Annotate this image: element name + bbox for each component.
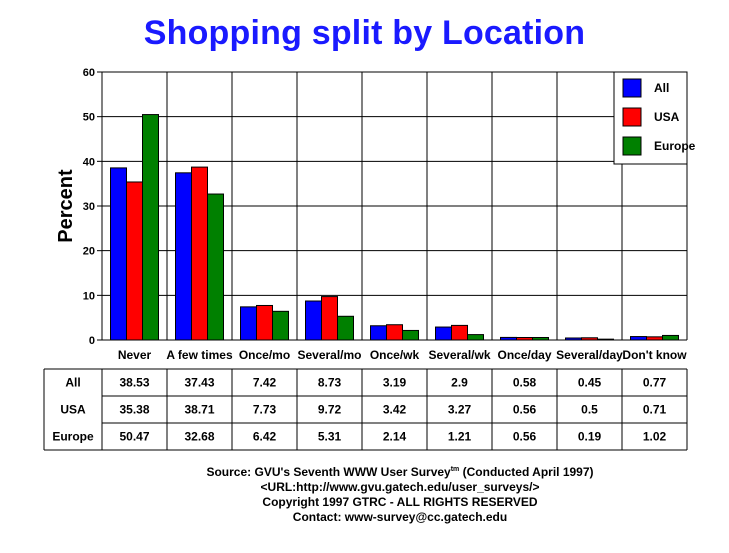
y-tick-label: 0 [89, 335, 95, 347]
table-row-label: Europe [52, 430, 94, 444]
bar-all [110, 167, 127, 341]
table-cell: 7.73 [253, 403, 277, 417]
table-cell: 38.71 [184, 403, 214, 417]
category-label: Several/mo [297, 348, 361, 362]
category-label: A few times [166, 348, 233, 362]
table-cell: 0.71 [643, 403, 667, 417]
table-cell: 1.21 [448, 430, 472, 444]
footer-contact: Contact: www-survey@cc.gatech.edu [292, 510, 508, 524]
bar-europe [532, 336, 549, 341]
legend-swatch-all [622, 78, 642, 98]
table-cell: 38.53 [119, 376, 149, 390]
table-row-label: All [65, 376, 80, 390]
legend-label: All [654, 81, 669, 95]
bar-europe [662, 334, 679, 341]
table-cell: 0.56 [513, 430, 537, 444]
table-cell: 8.73 [318, 376, 342, 390]
y-tick-label: 50 [83, 112, 95, 124]
table-cell: 37.43 [184, 376, 214, 390]
category-label: Don't know [622, 348, 687, 362]
bar-all [565, 337, 582, 341]
table-cell: 3.27 [448, 403, 472, 417]
footer-url: <URL:http://www.gvu.gatech.edu/user_surv… [260, 480, 540, 494]
y-tick-label: 40 [83, 156, 95, 168]
bar-europe [207, 193, 224, 341]
table-cell: 50.47 [119, 430, 149, 444]
bar-usa [646, 336, 663, 341]
bar-europe [467, 334, 484, 341]
bar-all [500, 336, 517, 341]
legend-label: USA [654, 110, 680, 124]
table-cell: 0.58 [513, 376, 537, 390]
category-label: Once/mo [239, 348, 290, 362]
footer-source: Source: GVU's Seventh WWW User Surveytm … [206, 465, 594, 479]
bar-usa [451, 324, 468, 341]
y-tick-label: 60 [83, 67, 95, 79]
bar-all [175, 172, 192, 341]
table-cell: 3.42 [383, 403, 407, 417]
bar-europe [402, 329, 419, 341]
table-cell: 1.02 [643, 430, 667, 444]
table-cell: 0.77 [643, 376, 667, 390]
table-cell: 7.42 [253, 376, 277, 390]
table-cell: 0.56 [513, 403, 537, 417]
bar-europe [337, 315, 354, 341]
bar-all [630, 336, 647, 341]
category-label: Never [118, 348, 152, 362]
y-tick-label: 20 [83, 246, 95, 258]
table-cell: 32.68 [184, 430, 214, 444]
category-label: Several/wk [428, 348, 490, 362]
legend-swatch-europe [622, 136, 642, 156]
bar-all [435, 326, 452, 341]
bar-usa [581, 337, 598, 341]
table-cell: 2.9 [451, 376, 468, 390]
table-cell: 35.38 [119, 403, 149, 417]
bar-all [305, 300, 322, 341]
table-cell: 0.19 [578, 430, 602, 444]
table-cell: 0.45 [578, 376, 602, 390]
bar-europe [142, 114, 159, 341]
bar-europe [597, 338, 614, 341]
y-tick-label: 10 [83, 290, 95, 302]
legend-label: Europe [654, 139, 696, 153]
table-cell: 9.72 [318, 403, 342, 417]
bar-usa [191, 166, 208, 341]
bar-usa [516, 336, 533, 341]
bar-usa [386, 324, 403, 341]
category-label: Several/day [556, 348, 623, 362]
bar-all [240, 306, 257, 341]
table-cell: 2.14 [383, 430, 407, 444]
table-row-label: USA [60, 403, 86, 417]
legend-swatch-usa [622, 107, 642, 127]
table-cell: 5.31 [318, 430, 342, 444]
table-cell: 3.19 [383, 376, 407, 390]
category-label: Once/wk [370, 348, 420, 362]
bar-all [370, 325, 387, 341]
bar-usa [126, 181, 143, 341]
bar-usa [256, 304, 273, 341]
footer: Source: GVU's Seventh WWW User Surveytm … [150, 462, 650, 525]
table-cell: 0.5 [581, 403, 598, 417]
bar-usa [321, 296, 338, 341]
bar-europe [272, 310, 289, 341]
footer-copyright: Copyright 1997 GTRC - ALL RIGHTS RESERVE… [262, 495, 538, 509]
table-cell: 6.42 [253, 430, 277, 444]
category-label: Once/day [497, 348, 551, 362]
chart-title: Shopping split by Location [143, 14, 586, 52]
y-tick-label: 30 [83, 201, 95, 213]
y-axis-label: Percent [55, 169, 77, 243]
